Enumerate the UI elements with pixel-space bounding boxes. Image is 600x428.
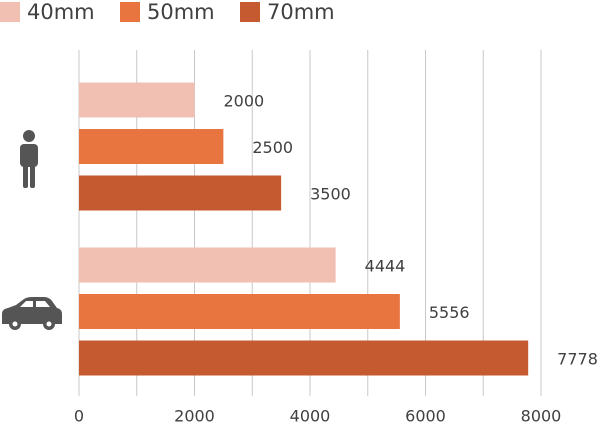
legend-swatch (120, 2, 140, 22)
value-label: 7778 (557, 350, 598, 369)
legend-label: 70mm (267, 0, 335, 24)
value-label: 2500 (252, 138, 293, 157)
legend-swatch (0, 2, 20, 22)
person-icon (20, 130, 38, 188)
legend-label: 40mm (27, 0, 95, 24)
bar (79, 294, 400, 329)
legend-label: 50mm (147, 0, 215, 24)
legend-swatch (240, 2, 260, 22)
value-label: 3500 (310, 185, 351, 204)
value-label: 4444 (365, 257, 406, 276)
x-tick-label: 6000 (405, 407, 446, 426)
bar (79, 82, 195, 118)
value-label: 5556 (429, 303, 470, 322)
bar (79, 175, 282, 211)
x-tick-label: 2000 (174, 407, 215, 426)
bar (79, 340, 529, 376)
value-label: 2000 (224, 92, 265, 111)
bar (79, 247, 336, 283)
x-tick-label: 4000 (290, 407, 331, 426)
x-tick-label: 8000 (521, 407, 562, 426)
car-icon (2, 297, 62, 330)
bar (79, 129, 224, 164)
x-tick-label: 0 (74, 407, 84, 426)
